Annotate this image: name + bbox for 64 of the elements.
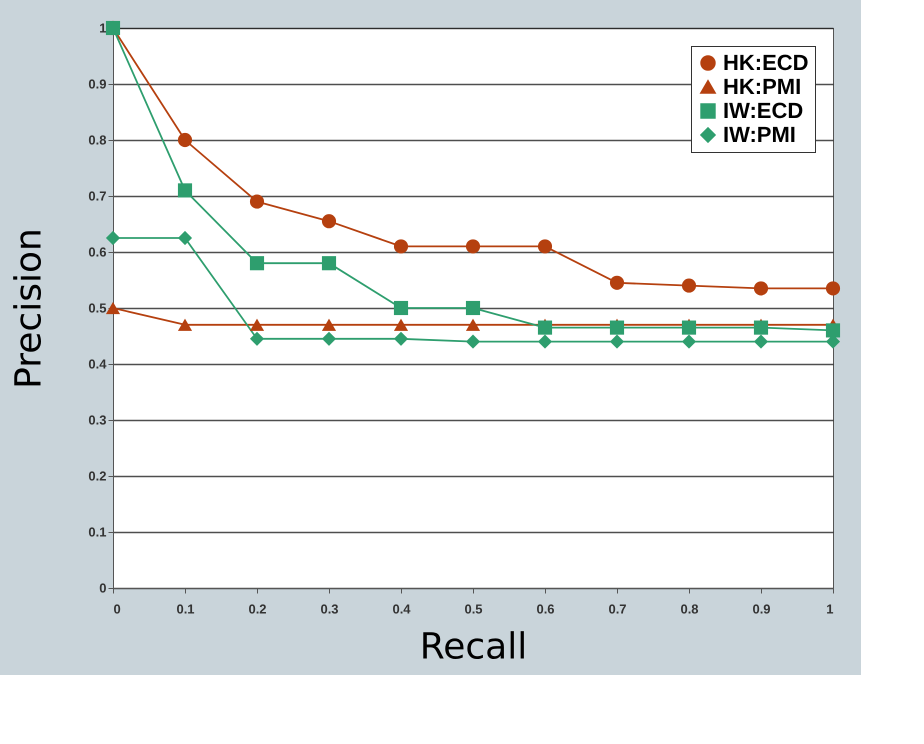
y-tick-label: 0: [99, 580, 106, 596]
y-tick-label: 0.9: [88, 76, 106, 92]
x-tick-label: 0.2: [248, 602, 267, 616]
x-tick-label: 1: [826, 602, 834, 616]
point: [250, 194, 264, 209]
point: [178, 318, 192, 331]
point: [610, 334, 624, 349]
point: [250, 256, 264, 270]
point: [106, 230, 120, 246]
legend-label: HK:PMI: [723, 74, 802, 99]
y-tick-label: 0.4: [88, 356, 108, 372]
y-tick-label: 0.3: [88, 412, 106, 428]
point: [754, 281, 768, 296]
point: [178, 183, 192, 198]
point: [466, 239, 480, 254]
point: [250, 332, 264, 346]
point: [466, 334, 480, 349]
x-tick-label: 0.3: [320, 602, 339, 616]
point: [538, 334, 552, 349]
point: [682, 334, 696, 349]
legend-label: IW:ECD: [723, 98, 804, 123]
legend-label: IW:PMI: [723, 122, 796, 147]
point: [754, 334, 768, 349]
point: [538, 239, 552, 254]
point: [394, 300, 408, 316]
point: [394, 332, 408, 346]
y-tick-label: 0.5: [88, 300, 106, 316]
point: [322, 332, 336, 346]
point: [826, 323, 840, 338]
point: [394, 318, 408, 331]
y-tick-label: 0.1: [88, 524, 106, 540]
point: [610, 276, 624, 290]
x-tick-label: 0.8: [680, 602, 699, 616]
point: [322, 214, 336, 228]
y-tick-label: 0.6: [88, 244, 106, 260]
x-tick-label: 0.4: [392, 602, 412, 616]
y-tick-label: 0.2: [88, 468, 106, 484]
point: [754, 320, 768, 335]
x-tick-label: 0: [114, 602, 121, 616]
x-axis-title: Recall: [420, 626, 528, 668]
point: [394, 239, 408, 254]
point: [538, 320, 552, 335]
x-tick-label: 0.1: [176, 602, 195, 616]
point: [826, 281, 840, 296]
y-tick-label: 0.8: [88, 132, 106, 148]
y-tick-label: 0.7: [88, 188, 106, 204]
point: [322, 256, 336, 270]
y-axis-title: Precision: [8, 228, 50, 389]
x-tick-label: 0.6: [536, 602, 555, 616]
point: [682, 320, 696, 335]
x-tick-label: 0.7: [608, 602, 627, 616]
point: [610, 320, 624, 335]
point: [250, 318, 264, 331]
x-tick-label: 0.9: [752, 602, 771, 616]
x-tick-label: 0.5: [464, 602, 483, 616]
point: [322, 318, 336, 331]
point: [106, 302, 120, 314]
point: [682, 278, 696, 293]
legend-label: HK:ECD: [723, 50, 809, 75]
point: [466, 300, 480, 316]
point: [178, 132, 192, 148]
point: [178, 230, 192, 246]
point: [466, 318, 480, 331]
y-tick-label: 1: [99, 20, 106, 36]
